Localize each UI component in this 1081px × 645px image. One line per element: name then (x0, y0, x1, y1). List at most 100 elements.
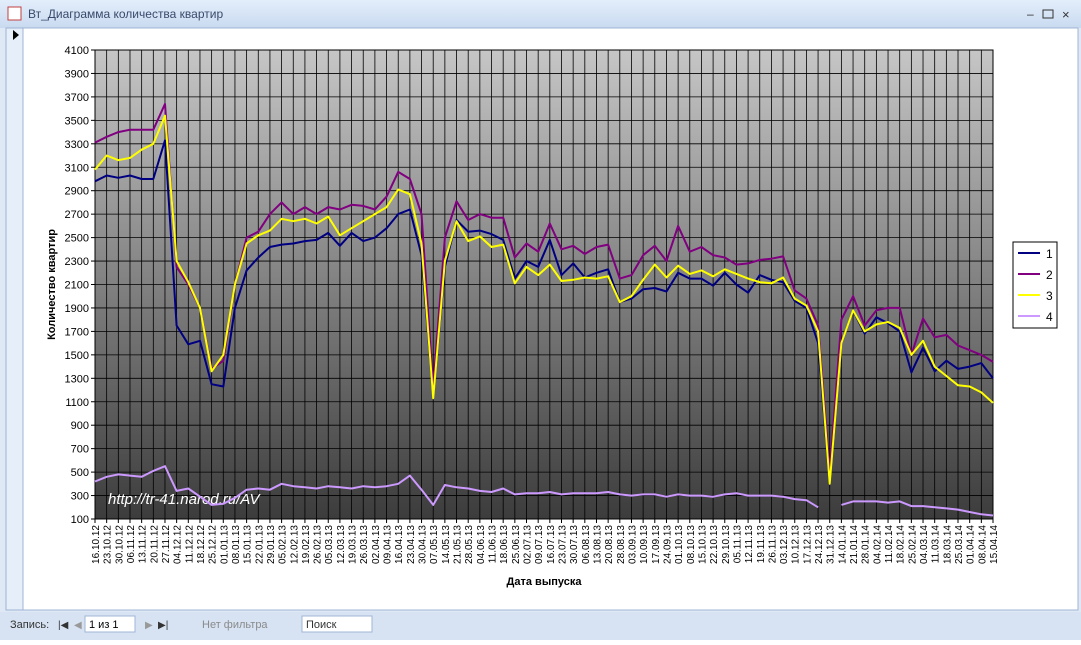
legend (1012, 241, 1058, 329)
x-tick-label: 12.11.13 (744, 525, 755, 564)
x-tick-label: 05.02.13 (278, 525, 289, 564)
prev-record-button[interactable]: ◀ (74, 620, 82, 631)
record-marker (13, 30, 19, 40)
y-tick-label: 1500 (65, 350, 89, 362)
y-tick-label: 1300 (65, 373, 89, 385)
title-bar (0, 0, 1081, 28)
x-tick-label: 17.12.13 (802, 525, 813, 564)
y-tick-label: 1100 (65, 397, 89, 409)
legend-label: 3 (1046, 289, 1053, 303)
x-tick-label: 06.08.13 (581, 525, 592, 564)
y-tick-label: 3500 (65, 115, 89, 127)
x-tick-label: 15.10.13 (697, 525, 708, 564)
y-tick-label: 2700 (65, 209, 89, 221)
chart: 100 300 500 700 900 1100 1300 1500 1700 1900 2100 2… (46, 45, 1058, 588)
x-tick-label: 05.11.13 (732, 525, 743, 564)
x-tick-label: 19.02.13 (301, 525, 312, 564)
record-position[interactable]: 1 из 1 (89, 619, 119, 631)
x-tick-label: 03.09.13 (627, 525, 638, 564)
x-tick-label: 19.11.13 (756, 525, 767, 564)
y-tick-label: 3700 (65, 92, 89, 104)
next-record-button[interactable]: ▶ (145, 620, 153, 631)
restore-button[interactable] (1042, 9, 1054, 19)
x-tick-label: 04.06.13 (476, 525, 487, 564)
series-line (94, 114, 994, 485)
x-tick-label: 10.12.13 (791, 525, 802, 564)
x-tick-label: 22.01.13 (254, 525, 265, 564)
series-line (94, 102, 994, 474)
x-tick-label: 21.05.13 (453, 525, 464, 564)
y-tick-label: 700 (71, 444, 89, 456)
x-tick-label: 05.03.13 (324, 525, 335, 564)
record-box[interactable] (84, 615, 136, 633)
x-tick-label: 11.12.12 (184, 525, 195, 564)
y-tick-label: 2500 (65, 233, 89, 245)
x-tick-label: 24.09.13 (662, 525, 673, 564)
y-axis-label: Количество квартир (46, 229, 58, 340)
x-tick-label: 31.12.13 (826, 525, 837, 564)
x-tick-label: 30.07.13 (569, 525, 580, 564)
x-tick-label: 11.02.14 (884, 525, 895, 564)
y-tick-label: 100 (71, 514, 89, 526)
x-tick-label: 04.03.14 (919, 525, 930, 564)
filter-status[interactable]: Нет фильтра (202, 619, 268, 631)
window-icon (7, 6, 22, 21)
x-tick-label: 23.10.12 (103, 525, 114, 564)
y-tick-label: 3300 (65, 139, 89, 151)
minimize-button[interactable]: – (1027, 7, 1034, 21)
y-tick-label: 2300 (65, 256, 89, 268)
y-tick-label: 2100 (65, 280, 89, 292)
x-tick-label: 26.02.13 (313, 525, 324, 564)
x-tick-label: 16.10.12 (91, 525, 102, 564)
x-tick-label: 04.02.14 (872, 525, 883, 564)
y-tick-label: 3900 (65, 68, 89, 80)
x-tick-label: 15.01.13 (243, 525, 254, 564)
x-tick-label: 11.03.14 (931, 525, 942, 564)
x-tick-label: 16.07.13 (546, 525, 557, 564)
x-tick-label: 15.04.14 (989, 525, 1000, 564)
x-tick-label: 14.01.14 (837, 525, 848, 564)
x-tick-label: 03.12.13 (779, 525, 790, 564)
x-tick-label: 13.11.12 (138, 525, 149, 564)
last-record-button[interactable]: ▶| (158, 620, 168, 631)
x-tick-label: 23.07.13 (557, 525, 568, 564)
window-title: Вт_Диаграмма количества квартир (28, 7, 223, 21)
x-tick-label: 09.07.13 (534, 525, 545, 564)
x-tick-label: 18.06.13 (499, 525, 510, 564)
x-tick-label: 01.10.13 (674, 525, 685, 564)
x-tick-label: 20.08.13 (604, 525, 615, 564)
x-tick-label: 16.04.13 (394, 525, 405, 564)
search-placeholder[interactable]: Поиск (306, 619, 337, 631)
y-tick-label: 4100 (65, 45, 89, 57)
x-tick-label: 12.03.13 (336, 525, 347, 564)
x-tick-label: 29.01.13 (266, 525, 277, 564)
x-tick-label: 26.11.13 (767, 525, 778, 564)
x-tick-label: 28.01.14 (861, 525, 872, 564)
x-tick-label: 21.01.14 (849, 525, 860, 564)
series-line (94, 465, 994, 517)
x-tick-label: 28.08.13 (616, 525, 627, 564)
x-axis-label: Дата выпуска (507, 576, 583, 588)
x-tick-label: 08.01.13 (231, 525, 242, 564)
record-selector (5, 27, 24, 611)
x-tick-label: 25.06.13 (511, 525, 522, 564)
x-tick-label: 25.12.12 (208, 525, 219, 564)
legend-label: 4 (1046, 310, 1053, 324)
x-tick-label: 20.11.12 (149, 525, 160, 564)
close-button[interactable]: × (1062, 7, 1070, 22)
search-box[interactable] (301, 615, 373, 633)
y-tick-label: 2900 (65, 186, 89, 198)
x-tick-label: 06.11.12 (126, 525, 137, 564)
x-tick-label: 14.05.13 (441, 525, 452, 564)
x-tick-label: 11.06.13 (488, 525, 499, 564)
x-tick-label: 24.12.13 (814, 525, 825, 564)
y-tick-label: 500 (71, 467, 89, 479)
x-tick-label: 25.02.14 (907, 525, 918, 564)
y-tick-label: 900 (71, 420, 89, 432)
x-tick-label: 08.10.13 (686, 525, 697, 564)
x-tick-label: 01.01.13 (219, 525, 230, 564)
first-record-button[interactable]: |◀ (58, 620, 69, 631)
legend-label: 2 (1046, 268, 1053, 282)
x-tick-label: 18.12.12 (196, 525, 207, 564)
